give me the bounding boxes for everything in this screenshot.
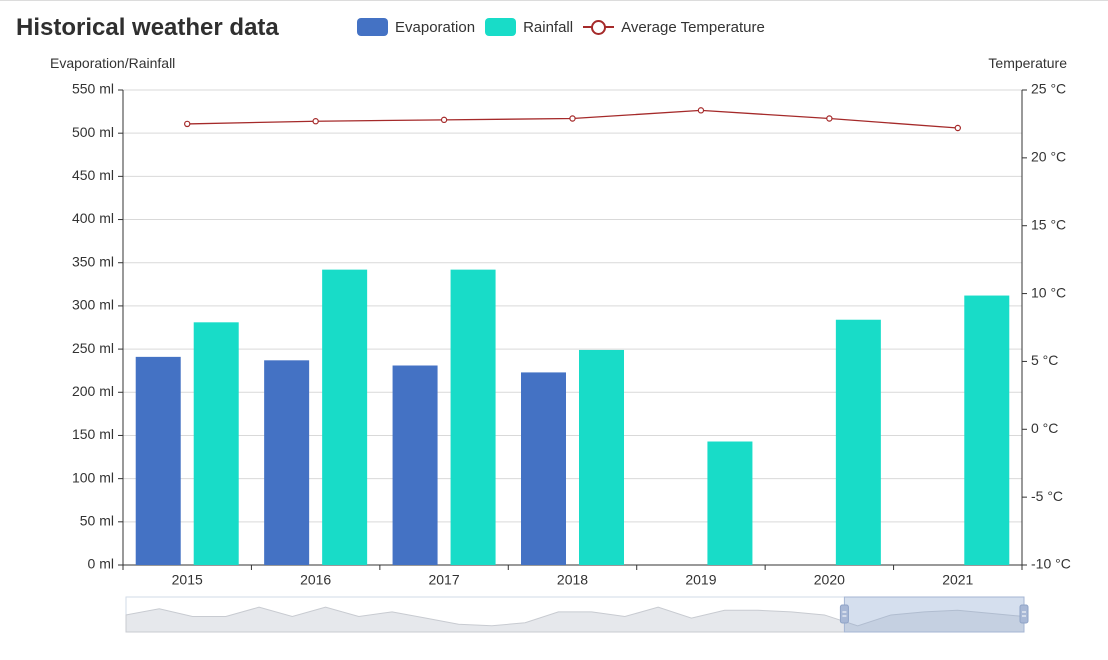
- x-tick-label: 2021: [942, 572, 973, 588]
- y-right-tick-label: 25 °C: [1031, 81, 1066, 97]
- y-left-tick-label: 500 ml: [72, 124, 114, 140]
- legend-item-average-temperature[interactable]: Average Temperature: [583, 18, 765, 36]
- legend-swatch-evaporation: [357, 18, 388, 36]
- legend: Evaporation Rainfall Average Temperature: [357, 18, 765, 36]
- bar-evaporation[interactable]: [392, 365, 438, 566]
- data-zoom-handle-right[interactable]: [1019, 604, 1029, 624]
- bar-rainfall[interactable]: [579, 349, 624, 565]
- x-tick-label: 2017: [428, 572, 459, 588]
- legend-label-rainfall: Rainfall: [523, 18, 574, 36]
- point-average-temperature[interactable]: [954, 124, 961, 132]
- y-axis-left-label: Evaporation/Rainfall: [50, 55, 176, 71]
- y-left-tick-label: 150 ml: [72, 426, 114, 442]
- bar-rainfall[interactable]: [450, 269, 496, 565]
- point-average-temperature[interactable]: [826, 115, 833, 122]
- y-left-tick-label: 0 ml: [88, 556, 114, 572]
- x-tick-label: 2016: [300, 572, 331, 588]
- y-left-tick-label: 350 ml: [72, 253, 114, 269]
- y-right-tick-label: -5 °C: [1031, 488, 1063, 504]
- legend-swatch-rainfall: [485, 18, 517, 36]
- bar-rainfall[interactable]: [322, 269, 368, 565]
- data-zoom-thumbnail: [125, 606, 1025, 633]
- y-right-tick-label: 0 °C: [1031, 420, 1058, 436]
- data-zoom-selection[interactable]: [843, 596, 1025, 633]
- y-left-tick-label: 400 ml: [72, 210, 114, 226]
- bar-rainfall[interactable]: [707, 441, 753, 566]
- x-tick-label: 2018: [557, 572, 588, 588]
- y-right-tick-label: 15 °C: [1031, 216, 1066, 232]
- y-right-tick-label: -10 °C: [1031, 556, 1071, 572]
- y-left-tick-label: 250 ml: [72, 340, 114, 356]
- legend-line-marker-icon: [583, 18, 615, 36]
- y-axis-right-label: Temperature: [988, 55, 1067, 71]
- x-tick-label: 2020: [814, 572, 845, 588]
- y-left-tick-label: 100 ml: [72, 469, 114, 485]
- legend-label-evaporation: Evaporation: [395, 18, 476, 36]
- y-left-tick-label: 450 ml: [72, 167, 114, 183]
- bar-evaporation[interactable]: [135, 356, 181, 565]
- x-tick-label: 2015: [172, 572, 203, 588]
- point-average-temperature[interactable]: [184, 120, 191, 128]
- legend-item-evaporation[interactable]: Evaporation: [357, 18, 475, 36]
- bar-evaporation[interactable]: [521, 372, 566, 565]
- y-right-tick-label: 10 °C: [1031, 284, 1066, 300]
- legend-label-average-temperature: Average Temperature: [621, 18, 765, 36]
- legend-item-rainfall[interactable]: Rainfall: [485, 18, 573, 36]
- data-zoom-handle-left[interactable]: [839, 604, 849, 624]
- chart-title: Historical weather data: [16, 14, 279, 41]
- point-average-temperature[interactable]: [312, 118, 319, 125]
- bar-rainfall[interactable]: [835, 319, 881, 565]
- y-left-tick-label: 200 ml: [72, 383, 114, 399]
- bar-rainfall[interactable]: [193, 322, 239, 565]
- y-right-tick-label: 5 °C: [1031, 352, 1058, 368]
- bar-rainfall[interactable]: [964, 295, 1010, 565]
- point-average-temperature[interactable]: [569, 115, 576, 122]
- bar-evaporation[interactable]: [264, 360, 310, 565]
- y-left-tick-label: 300 ml: [72, 297, 114, 313]
- y-right-tick-label: 20 °C: [1031, 149, 1066, 165]
- x-tick-label: 2019: [685, 572, 716, 588]
- point-average-temperature[interactable]: [697, 107, 705, 114]
- point-average-temperature[interactable]: [440, 116, 448, 124]
- y-left-tick-label: 550 ml: [72, 81, 114, 97]
- y-left-tick-label: 50 ml: [80, 513, 114, 529]
